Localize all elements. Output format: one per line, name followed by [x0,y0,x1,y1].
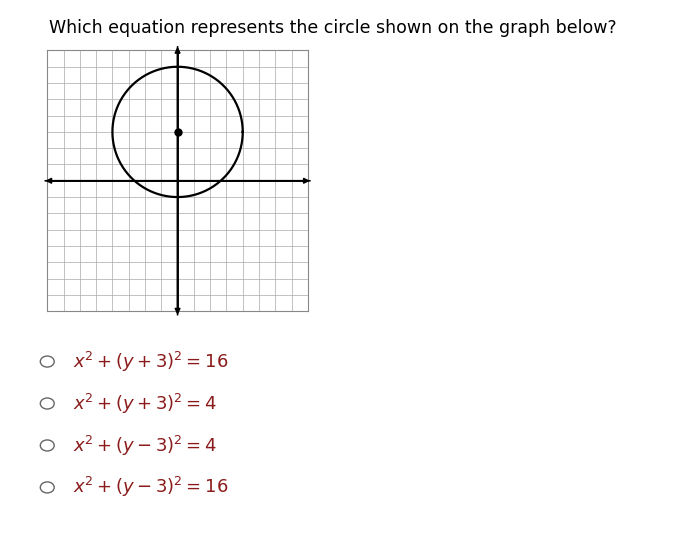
Text: $x^2 + (y + 3)^2 = 4$: $x^2 + (y + 3)^2 = 4$ [73,391,217,416]
Text: $x^2 + (y + 3)^2 = 16$: $x^2 + (y + 3)^2 = 16$ [73,349,228,374]
Text: $x^2 + (y - 3)^2 = 16$: $x^2 + (y - 3)^2 = 16$ [73,475,228,500]
Text: Which equation represents the circle shown on the graph below?: Which equation represents the circle sho… [49,19,616,38]
Text: $x^2 + (y - 3)^2 = 4$: $x^2 + (y - 3)^2 = 4$ [73,433,217,458]
